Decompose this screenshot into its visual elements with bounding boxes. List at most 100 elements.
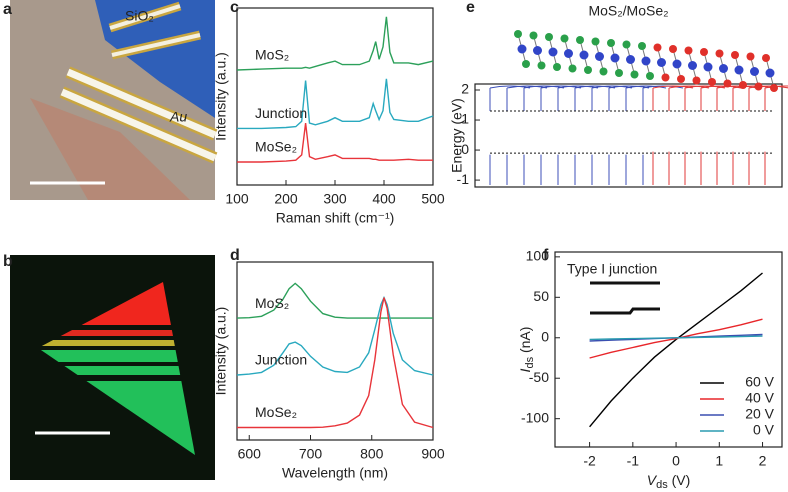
- y-tick-label: 50: [533, 288, 549, 304]
- atom: [762, 54, 770, 62]
- series-label: Junction: [255, 105, 307, 121]
- legend-label: 40 V: [745, 390, 774, 406]
- series-line: [589, 335, 763, 341]
- panel-label: f: [543, 247, 549, 264]
- atom: [731, 51, 739, 59]
- y-tick-label: 0: [461, 141, 469, 157]
- axis-subscript: ds: [524, 356, 536, 368]
- axis-symbol: I: [517, 368, 533, 372]
- atom: [638, 42, 646, 50]
- plot-frame: [236, 7, 434, 186]
- band-curve: [625, 85, 667, 185]
- band-curve: [642, 85, 684, 185]
- crystal-model: [514, 30, 778, 92]
- micrograph-a: [10, 0, 218, 200]
- band-curve: [764, 85, 788, 185]
- plot-frame: [554, 251, 783, 448]
- x-tick-label: 0: [672, 453, 680, 469]
- atom: [579, 50, 589, 60]
- series-line: [237, 297, 434, 429]
- atom: [700, 48, 708, 56]
- plot-frame: [236, 261, 434, 441]
- image-label: Au: [169, 109, 187, 125]
- atom: [533, 46, 542, 55]
- series-line: [236, 16, 434, 71]
- y-tick-label: 100: [526, 248, 550, 264]
- atom: [560, 34, 569, 43]
- legend-label: 20 V: [745, 406, 774, 422]
- plot-frame: [474, 83, 783, 188]
- x-tick-label: 700: [299, 446, 323, 462]
- legend-label: 60 V: [745, 374, 774, 390]
- axis-label: Intensity (a.u.): [213, 52, 229, 141]
- panel-label: e: [466, 0, 475, 16]
- atom: [703, 62, 713, 72]
- series-line: [589, 272, 763, 428]
- axis-subscript: ds: [656, 479, 668, 491]
- atom: [770, 84, 778, 92]
- series-label: MoSe₂: [255, 139, 297, 155]
- atom: [630, 70, 639, 79]
- atom: [653, 43, 662, 52]
- atom: [754, 82, 763, 91]
- axis-label: Intensity (a.u.): [213, 307, 229, 396]
- band-curve: [700, 85, 742, 185]
- x-tick-label: 600: [238, 446, 262, 462]
- atom: [622, 40, 631, 49]
- series-label: MoSe₂: [255, 404, 297, 420]
- atom: [514, 30, 522, 38]
- x-tick-label: -1: [627, 453, 640, 469]
- axis-label: Ids (nA): [517, 327, 536, 373]
- atom: [708, 78, 716, 86]
- panel-label: b: [3, 253, 13, 270]
- panel-label: a: [3, 1, 12, 18]
- micrograph-b: [10, 255, 215, 480]
- y-tick-label: -100: [521, 409, 549, 425]
- panel-label: d: [230, 247, 240, 264]
- legend-label: 0 V: [753, 422, 775, 438]
- atom: [599, 67, 608, 76]
- x-tick-label: 400: [372, 191, 396, 207]
- axis-label: Vds (V): [647, 472, 691, 491]
- atom: [626, 55, 635, 64]
- axis-label: Energy (eV): [449, 98, 465, 173]
- atom: [517, 44, 527, 54]
- series-label: MoS₂: [255, 295, 289, 311]
- y-tick-label: 1: [461, 111, 469, 127]
- atom: [595, 52, 604, 61]
- image-label: SiO₂: [125, 8, 154, 24]
- atom: [692, 76, 701, 85]
- atom: [661, 73, 670, 82]
- atom: [688, 61, 697, 70]
- axis-symbol: V: [647, 472, 658, 488]
- x-tick-label: -2: [583, 453, 596, 469]
- atom: [615, 69, 623, 77]
- atom: [715, 49, 724, 58]
- atom: [734, 65, 744, 75]
- atom: [646, 72, 654, 80]
- atom: [607, 39, 615, 47]
- axis-label: Raman shift (cm⁻¹): [276, 210, 395, 226]
- atom: [719, 64, 728, 73]
- atom: [522, 60, 530, 68]
- annotation: Type I junction: [567, 261, 657, 277]
- band-curve: [684, 85, 726, 185]
- atom: [576, 36, 584, 44]
- axis-label: Wavelength (nm): [282, 465, 388, 481]
- chart-title: MoS₂/MoSe₂: [588, 3, 668, 19]
- atom: [591, 37, 600, 46]
- atom: [553, 63, 561, 71]
- series-line: [589, 318, 763, 359]
- atom: [739, 81, 747, 89]
- atom: [677, 75, 685, 83]
- x-tick-label: 900: [421, 446, 445, 462]
- atom: [765, 68, 775, 78]
- atom: [545, 33, 553, 41]
- atom: [684, 46, 693, 55]
- atom: [568, 64, 577, 73]
- atom: [750, 67, 759, 76]
- panel-label: c: [230, 0, 239, 16]
- series-label: MoS₂: [255, 47, 289, 63]
- band-curve: [652, 85, 694, 185]
